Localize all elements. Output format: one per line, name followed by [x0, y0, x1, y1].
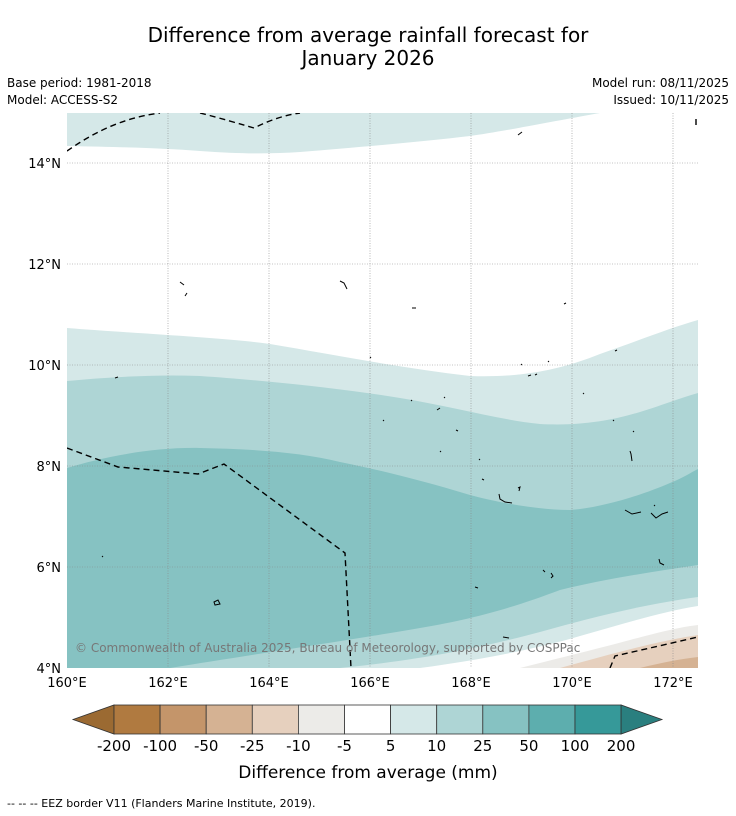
colorbar-tick-label: 50	[519, 737, 538, 755]
lon-label-166e: 166°E	[350, 676, 390, 691]
axis-labels: 14°N 12°N 10°N 8°N 6°N 4°N 160°E 162°E 1…	[28, 157, 693, 691]
colorbar-tick-label: -25	[240, 737, 265, 755]
colorbar-segment	[390, 704, 438, 735]
colorbar: -200 -100 -50 -25 -10 -5 5 10 25 50 100 200	[71, 704, 664, 755]
colorbar-segment	[205, 704, 253, 735]
colorbar-segment	[436, 704, 484, 735]
colorbar-segment	[113, 704, 161, 735]
lat-label-14n: 14°N	[28, 157, 61, 172]
lat-label-10n: 10°N	[28, 359, 61, 374]
lon-label-162e: 162°E	[148, 676, 188, 691]
colorbar-tick-label: 200	[607, 737, 636, 755]
issued-label: Issued: 10/11/2025	[613, 93, 729, 107]
colorbar-tick-label: -200	[97, 737, 131, 755]
islands	[101, 131, 669, 639]
lat-label-12n: 12°N	[28, 258, 61, 273]
contour-band-top	[67, 113, 600, 154]
eez-footnote: -- -- -- EEZ border V11 (Flanders Marine…	[7, 797, 316, 810]
colorbar-tick-label: -10	[286, 737, 311, 755]
colorbar-label: Difference from average (mm)	[238, 763, 497, 783]
map-title-line1: Difference from average rainfall forecas…	[147, 23, 589, 47]
lon-label-172e: 172°E	[653, 676, 693, 691]
model-run-label: Model run: 08/11/2025	[591, 76, 729, 90]
contour-band-dry-strong	[640, 657, 698, 668]
colorbar-tick-label: -100	[143, 737, 177, 755]
colorbar-extend-low	[71, 704, 115, 735]
colorbar-segment	[528, 704, 576, 735]
model-label: Model: ACCESS-S2	[7, 93, 119, 107]
colorbar-tick-label: 25	[473, 737, 492, 755]
colorbar-segment	[574, 704, 622, 735]
lat-label-6n: 6°N	[37, 561, 62, 576]
gridlines	[67, 113, 698, 668]
colorbar-segment	[251, 704, 299, 735]
contour-band-dry	[560, 635, 698, 668]
lon-label-164e: 164°E	[249, 676, 289, 691]
map-title-line2: January 2026	[301, 46, 435, 70]
lon-label-170e: 170°E	[552, 676, 592, 691]
base-period-label: Base period: 1981-2018	[7, 76, 152, 90]
eez-borders	[67, 113, 698, 668]
copyright-notice: © Commonwealth of Australia 2025, Bureau…	[75, 641, 580, 655]
colorbar-segment	[482, 704, 530, 735]
colorbar-segment	[344, 704, 391, 735]
colorbar-segment	[159, 704, 207, 735]
colorbar-tick-label: 5	[386, 737, 396, 755]
colorbar-tick-label: -5	[337, 737, 352, 755]
colorbar-segment	[297, 704, 345, 735]
lon-label-168e: 168°E	[451, 676, 491, 691]
colorbar-tick-label: -50	[194, 737, 219, 755]
lat-label-8n: 8°N	[37, 460, 62, 475]
colorbar-tick-label: 100	[561, 737, 590, 755]
colorbar-tick-label: 10	[427, 737, 446, 755]
lon-label-160e: 160°E	[47, 676, 87, 691]
lat-label-4n: 4°N	[37, 662, 62, 677]
colorbar-extend-high	[620, 704, 664, 735]
map-area: © Commonwealth of Australia 2025, Bureau…	[67, 113, 698, 668]
